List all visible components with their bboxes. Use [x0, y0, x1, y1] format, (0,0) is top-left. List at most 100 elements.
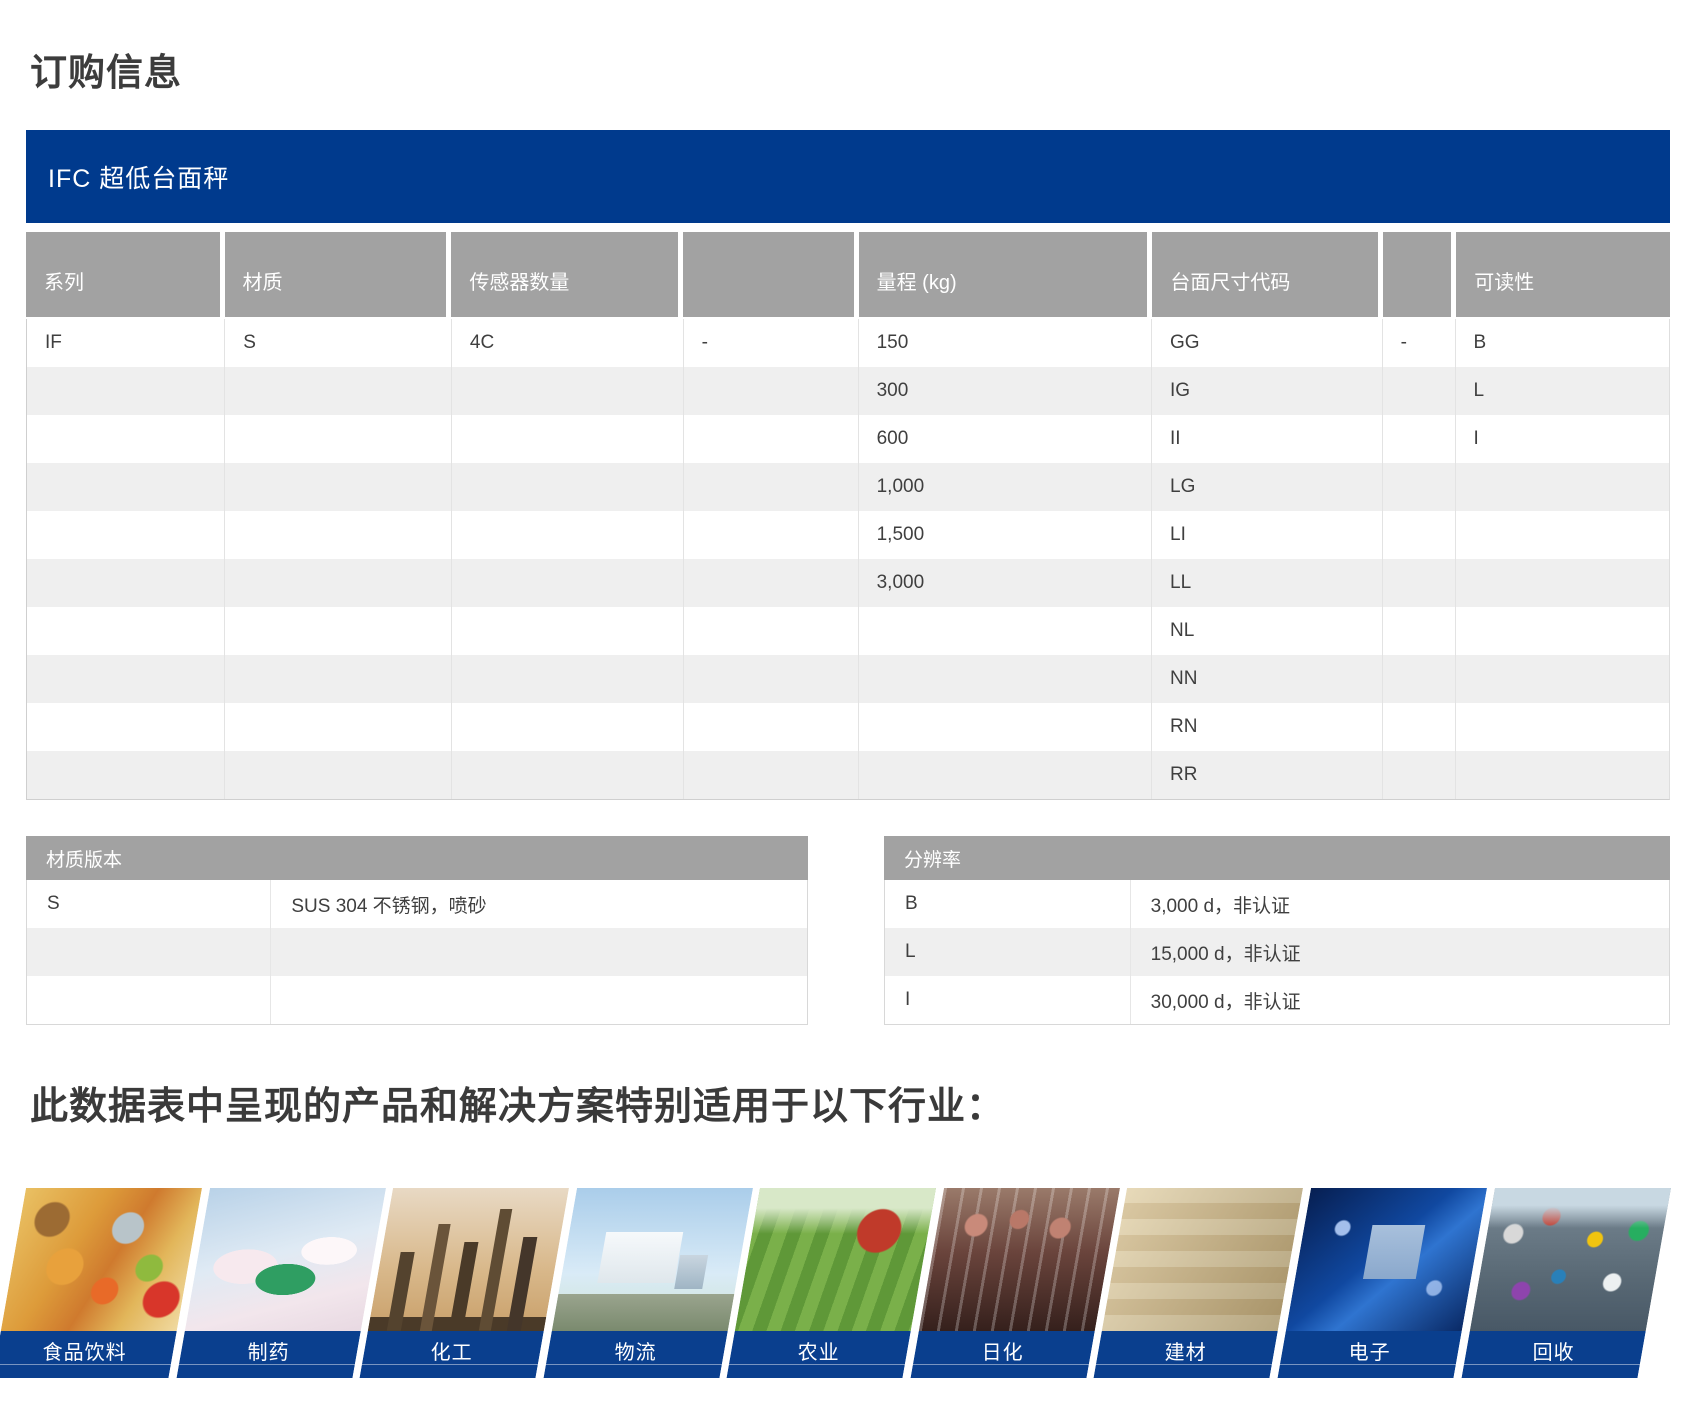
table-cell: NN — [1152, 655, 1383, 703]
table-cell: B — [1455, 319, 1669, 367]
table-cell — [1382, 415, 1456, 463]
table-cell — [451, 511, 684, 559]
industries-heading: 此数据表中呈现的产品和解决方案特别适用于以下行业： — [30, 1086, 1006, 1128]
table-cell — [451, 703, 684, 751]
table-cell — [271, 976, 807, 1024]
industry-label: 农业 — [797, 1342, 840, 1364]
table-cell — [683, 751, 859, 799]
product-title-band: IFC 超低台面秤 — [26, 130, 1670, 223]
industry-tile: 化工 — [359, 1188, 569, 1378]
industry-label-bar: 物流 — [543, 1331, 728, 1378]
table-cell: RR — [1152, 751, 1383, 799]
table-cell — [683, 559, 859, 607]
industry-tiles-strip: 食品饮料 制药 化工 物流 农业 日化 建材 电子 回收 — [0, 1188, 1671, 1378]
industry-label: 建材 — [1164, 1342, 1207, 1364]
table-cell: 30,000 d，非认证 — [1130, 976, 1669, 1024]
table-cell — [858, 607, 1153, 655]
table-header-cell: 系列 — [26, 232, 225, 317]
industry-label: 日化 — [981, 1342, 1024, 1364]
table-cell — [225, 703, 452, 751]
industry-label: 化工 — [430, 1342, 473, 1364]
industry-tile: 食品饮料 — [0, 1188, 202, 1378]
logistics-truck-photo — [551, 1188, 753, 1331]
ordering-table-body: IF S 4C -150 GG - B 300 IG L 600 II I 1,000 LG 1,500 LI 3… — [26, 319, 1670, 800]
chemical-plant-photo — [367, 1188, 569, 1331]
resolution-body: B 3,000 d，非认证 L 15,000 d，非认证 I 30,000 d，非认证 — [884, 880, 1670, 1025]
table-cell — [225, 367, 452, 415]
table-cell — [858, 751, 1153, 799]
table-cell — [683, 463, 859, 511]
table-cell — [225, 559, 452, 607]
table-cell: I — [885, 976, 1131, 1024]
table-cell: 300 — [858, 367, 1153, 415]
small-tables-row: 材质版本 S SUS 304 不锈钢，喷砂 分辨率 B 3,000 d，非认证 L 15… — [26, 836, 1670, 1025]
table-cell — [27, 976, 272, 1024]
industry-tile: 电子 — [1277, 1188, 1487, 1378]
industry-label-bar: 制药 — [176, 1331, 360, 1378]
table-cell — [683, 607, 859, 655]
industry-tile: 农业 — [726, 1188, 936, 1378]
resolution-title: 分辨率 — [904, 849, 962, 871]
electronics-chip-photo — [1285, 1188, 1487, 1331]
industry-label: 物流 — [614, 1342, 657, 1364]
table-cell: 15,000 d，非认证 — [1130, 928, 1669, 976]
table-cell — [225, 463, 452, 511]
table-cell: 150 — [858, 319, 1153, 367]
recycling-photo — [1469, 1188, 1671, 1331]
table-cell — [451, 655, 684, 703]
table-cell — [683, 511, 859, 559]
table-cell: LG — [1152, 463, 1383, 511]
resolution-header: 分辨率 — [884, 836, 1670, 880]
table-cell: NL — [1152, 607, 1383, 655]
table-cell — [225, 415, 452, 463]
table-cell — [451, 559, 684, 607]
industry-label-bar: 回收 — [1460, 1331, 1645, 1378]
food-beverage-photo — [0, 1188, 202, 1331]
table-cell — [27, 751, 226, 799]
table-cell — [1455, 559, 1669, 607]
material-version-header: 材质版本 — [26, 836, 808, 880]
table-cell: LI — [1152, 511, 1383, 559]
table-cell — [683, 415, 859, 463]
building-materials-photo — [1102, 1188, 1303, 1331]
table-cell — [858, 703, 1153, 751]
table-cell — [451, 415, 684, 463]
table-cell — [27, 703, 226, 751]
table-cell — [1455, 655, 1669, 703]
table-header-cell: 量程 (kg) — [858, 232, 1153, 317]
table-header-cell — [683, 232, 859, 317]
industry-tile: 日化 — [910, 1188, 1120, 1378]
table-cell: RN — [1152, 703, 1383, 751]
industry-label-bar: 电子 — [1277, 1331, 1462, 1378]
table-cell: L — [885, 928, 1131, 976]
table-cell — [683, 367, 859, 415]
table-cell — [451, 607, 684, 655]
table-cell — [1455, 751, 1669, 799]
product-title: IFC 超低台面秤 — [48, 164, 230, 193]
industry-tile: 制药 — [176, 1188, 386, 1378]
table-cell: 3,000 d，非认证 — [1130, 880, 1669, 928]
table-cell — [27, 511, 226, 559]
industry-label: 制药 — [246, 1342, 289, 1364]
table-cell — [683, 703, 859, 751]
table-cell — [27, 607, 226, 655]
industry-tile: 物流 — [543, 1188, 753, 1378]
table-header-cell: 材质 — [224, 232, 452, 317]
table-cell — [27, 415, 226, 463]
table-cell: II — [1152, 415, 1383, 463]
industry-tile: 回收 — [1460, 1188, 1671, 1378]
table-cell: 600 — [858, 415, 1153, 463]
table-cell: IG — [1152, 367, 1383, 415]
material-version-table: 材质版本 S SUS 304 不锈钢，喷砂 — [26, 836, 808, 1025]
table-cell: B — [885, 880, 1131, 928]
table-cell: S — [225, 319, 452, 367]
table-cell — [27, 655, 226, 703]
agriculture-tractor-photo — [735, 1188, 936, 1331]
industry-label: 电子 — [1348, 1342, 1391, 1364]
table-cell — [451, 463, 684, 511]
industry-label-bar: 农业 — [726, 1331, 911, 1378]
table-cell — [271, 928, 807, 976]
industry-label: 食品饮料 — [42, 1342, 127, 1364]
table-cell: 4C — [451, 319, 684, 367]
